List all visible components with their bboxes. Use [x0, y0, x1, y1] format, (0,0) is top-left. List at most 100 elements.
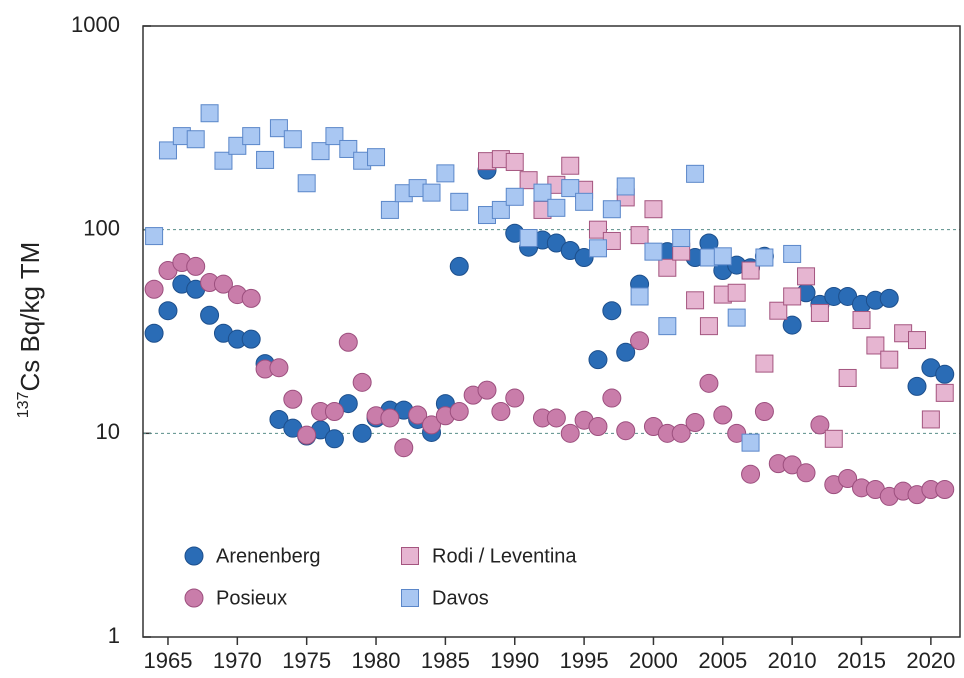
x-tick-label: 2010: [768, 648, 817, 673]
square-marker: [533, 183, 552, 202]
square-marker: [741, 261, 760, 280]
square-marker: [602, 200, 621, 219]
circle-marker: [671, 423, 691, 443]
square-marker: [644, 200, 663, 219]
square-marker: [214, 151, 233, 170]
square-marker: [505, 187, 524, 206]
circle-marker: [602, 301, 622, 321]
circle-marker: [186, 256, 206, 276]
circle-marker: [907, 376, 927, 396]
legend-marker: [401, 589, 419, 607]
square-marker: [630, 287, 649, 306]
circle-marker: [408, 405, 428, 425]
legend-label: Arenenberg: [216, 545, 321, 567]
square-marker: [519, 229, 538, 248]
x-tick-label: 2005: [698, 648, 747, 673]
square-marker: [422, 183, 441, 202]
circle-marker: [630, 331, 650, 351]
plot-frame: [142, 25, 961, 638]
square-marker: [686, 291, 705, 310]
legend-label: Rodi / Leventina: [432, 545, 577, 567]
square-marker: [866, 336, 885, 355]
circle-marker: [574, 248, 594, 268]
circle-marker: [588, 417, 608, 437]
circle-marker: [144, 279, 164, 299]
circle-marker: [588, 350, 608, 370]
circle-marker: [491, 401, 511, 421]
square-marker: [630, 226, 649, 245]
y-label-text: Cs Bq/kg TM: [15, 242, 45, 392]
circle-marker: [505, 388, 525, 408]
legend-marker: [401, 547, 419, 565]
square-marker: [158, 141, 177, 160]
x-tick-label: 1995: [560, 648, 609, 673]
circle-marker: [449, 256, 469, 276]
circle-marker: [394, 438, 414, 458]
circle-marker: [324, 429, 344, 449]
circle-marker: [616, 421, 636, 441]
square-marker: [880, 350, 899, 369]
y-tick-label: 10: [96, 419, 120, 444]
square-marker: [491, 200, 510, 219]
y-axis-label: 137Cs Bq/kg TM: [15, 242, 45, 418]
square-marker: [145, 227, 164, 246]
circle-marker: [283, 389, 303, 409]
square-marker: [561, 156, 580, 175]
square-marker: [269, 119, 288, 138]
square-marker: [311, 142, 330, 161]
square-marker: [575, 192, 594, 211]
square-marker: [588, 239, 607, 258]
square-marker: [921, 410, 940, 429]
square-marker: [658, 258, 677, 277]
circle-marker: [380, 408, 400, 428]
square-marker: [339, 139, 358, 158]
square-marker: [797, 267, 816, 286]
circle-marker: [158, 301, 178, 321]
circle-marker: [352, 423, 372, 443]
y-tick-label: 1000: [71, 12, 120, 37]
square-marker: [242, 127, 261, 146]
x-tick-label: 1990: [490, 648, 539, 673]
circle-marker: [741, 464, 761, 484]
x-tick-label: 2015: [837, 648, 886, 673]
y-tick-label: 1: [108, 623, 120, 648]
square-marker: [186, 130, 205, 149]
square-marker: [783, 244, 802, 263]
x-tick-label: 2000: [629, 648, 678, 673]
circle-marker: [324, 401, 344, 421]
circle-marker: [422, 415, 442, 435]
square-marker: [450, 192, 469, 211]
circle-marker: [144, 323, 164, 343]
square-marker: [699, 317, 718, 336]
square-marker: [644, 242, 663, 261]
square-marker: [824, 429, 843, 448]
circle-marker: [935, 364, 955, 384]
circle-marker: [338, 332, 358, 352]
circle-marker: [477, 380, 497, 400]
circle-marker: [685, 413, 705, 433]
y-tick-label: 100: [83, 215, 120, 240]
legend-label: Davos: [432, 587, 489, 609]
square-marker: [616, 177, 635, 196]
circle-marker: [810, 415, 830, 435]
square-marker: [283, 130, 302, 149]
circle-marker: [879, 288, 899, 308]
legend-marker: [184, 546, 204, 566]
square-marker: [380, 200, 399, 219]
circle-marker: [241, 329, 261, 349]
x-tick-label: 2020: [906, 648, 955, 673]
circle-marker: [269, 358, 289, 378]
square-marker: [852, 311, 871, 330]
square-marker: [658, 317, 677, 336]
square-marker: [672, 229, 691, 248]
square-marker: [505, 152, 524, 171]
square-marker: [741, 433, 760, 452]
circle-marker: [727, 423, 747, 443]
circle-marker: [699, 373, 719, 393]
circle-marker: [754, 401, 774, 421]
circle-marker: [449, 401, 469, 421]
square-marker: [367, 148, 386, 167]
x-tick-label: 1970: [213, 648, 262, 673]
square-marker: [727, 308, 746, 327]
